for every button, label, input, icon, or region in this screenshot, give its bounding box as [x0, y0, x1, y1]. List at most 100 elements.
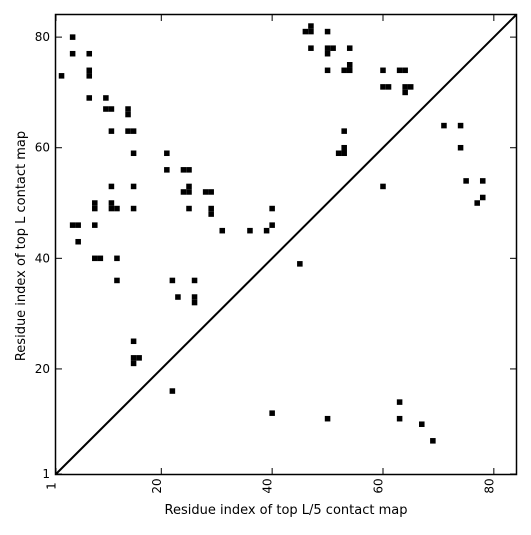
contact-cell	[479, 194, 486, 201]
contact-cell	[108, 106, 115, 112]
contact-cell	[402, 67, 408, 74]
contact-cell	[86, 67, 93, 74]
contact-cell	[92, 205, 98, 212]
contact-cell	[396, 67, 403, 74]
contact-cell	[407, 84, 414, 90]
contact-cell	[346, 45, 353, 51]
contact-cell	[396, 399, 403, 405]
contact-cell	[191, 299, 198, 306]
contact-cell	[108, 205, 115, 212]
contact-cell	[186, 167, 192, 173]
y-tick-label: 80	[35, 30, 50, 44]
contact-cell	[92, 222, 98, 228]
contact-cell	[125, 111, 131, 118]
contact-cell	[69, 34, 76, 40]
contact-cell	[308, 45, 314, 51]
contact-cell	[479, 178, 486, 184]
y-tick-label: 20	[35, 362, 50, 376]
contact-cell	[202, 189, 209, 195]
contact-cell	[164, 150, 170, 157]
contact-cell	[430, 438, 436, 444]
contact-cell	[86, 73, 93, 79]
contact-cell	[180, 167, 187, 173]
contact-cell	[191, 294, 198, 300]
contact-cell	[125, 106, 131, 112]
contact-cell	[324, 67, 331, 74]
contact-cell	[108, 200, 115, 206]
contact-cell	[247, 227, 253, 234]
contact-cell	[103, 106, 109, 112]
contact-cell	[186, 189, 192, 195]
contact-cell	[186, 205, 192, 212]
contact-cell	[75, 238, 81, 245]
x-axis-label: Residue index of top L/5 contact map	[165, 503, 408, 518]
contact-cell	[130, 338, 137, 345]
contact-cell	[114, 255, 120, 262]
contact-cell	[69, 222, 76, 228]
contact-cell	[324, 45, 331, 51]
contact-cell	[441, 122, 447, 129]
contact-cell	[130, 128, 137, 134]
contact-cell	[58, 73, 65, 79]
contact-cell	[130, 183, 137, 190]
contact-cell	[380, 183, 386, 190]
contact-cell	[269, 410, 275, 416]
contact-cell	[457, 122, 464, 129]
contact-cell	[208, 211, 214, 217]
contact-cell	[219, 227, 226, 234]
contact-cell	[130, 355, 137, 361]
x-tick-label: 80	[482, 478, 496, 493]
contact-cell	[419, 421, 425, 427]
contact-cell	[396, 415, 403, 422]
contact-cell	[125, 128, 131, 134]
contact-cell	[463, 178, 469, 184]
contact-cell	[346, 67, 353, 74]
contact-cell	[175, 294, 181, 300]
contact-cell	[341, 128, 347, 134]
contact-cell	[302, 28, 309, 35]
contact-cell	[308, 23, 314, 29]
x-tick-label: 40	[261, 478, 275, 493]
contact-cell	[324, 28, 331, 35]
contact-cell	[164, 167, 170, 173]
contact-cell	[169, 388, 176, 394]
contact-cell	[130, 150, 137, 157]
contact-cell	[346, 62, 353, 68]
contact-cell	[324, 50, 331, 57]
x-tick-label: 20	[150, 478, 164, 493]
contact-cell	[191, 277, 198, 284]
contact-cell	[108, 183, 115, 190]
contact-cell	[180, 189, 187, 195]
y-axis-label: Residue index of top L contact map	[14, 131, 29, 361]
contact-cell	[208, 205, 214, 212]
contact-cell	[341, 150, 347, 157]
contact-cell	[75, 222, 81, 228]
contact-cell	[103, 95, 109, 101]
contact-cell	[380, 84, 386, 90]
contact-cell	[402, 89, 408, 96]
y-tick-label: 1	[42, 467, 50, 481]
contact-cell	[86, 95, 93, 101]
contact-cell	[380, 67, 386, 74]
contact-cell	[97, 255, 104, 262]
contact-cell	[330, 45, 336, 51]
contact-cell	[136, 355, 142, 361]
y-tick-label: 60	[35, 141, 50, 155]
contact-cell	[474, 200, 480, 206]
y-ticks: 1 20 40 60 80	[35, 30, 516, 481]
diagonal-line	[55, 14, 517, 475]
contact-cell	[385, 84, 392, 90]
contact-cell	[186, 183, 192, 190]
cells-layer	[58, 23, 486, 444]
contact-cell	[269, 205, 275, 212]
y-tick-label: 40	[35, 251, 50, 265]
contact-cell	[130, 205, 137, 212]
contact-cell	[114, 277, 120, 284]
contact-cell	[269, 222, 275, 228]
contact-cell	[92, 255, 98, 262]
contact-cell	[130, 360, 137, 367]
contact-cell	[208, 189, 214, 195]
contact-cell	[402, 84, 408, 90]
